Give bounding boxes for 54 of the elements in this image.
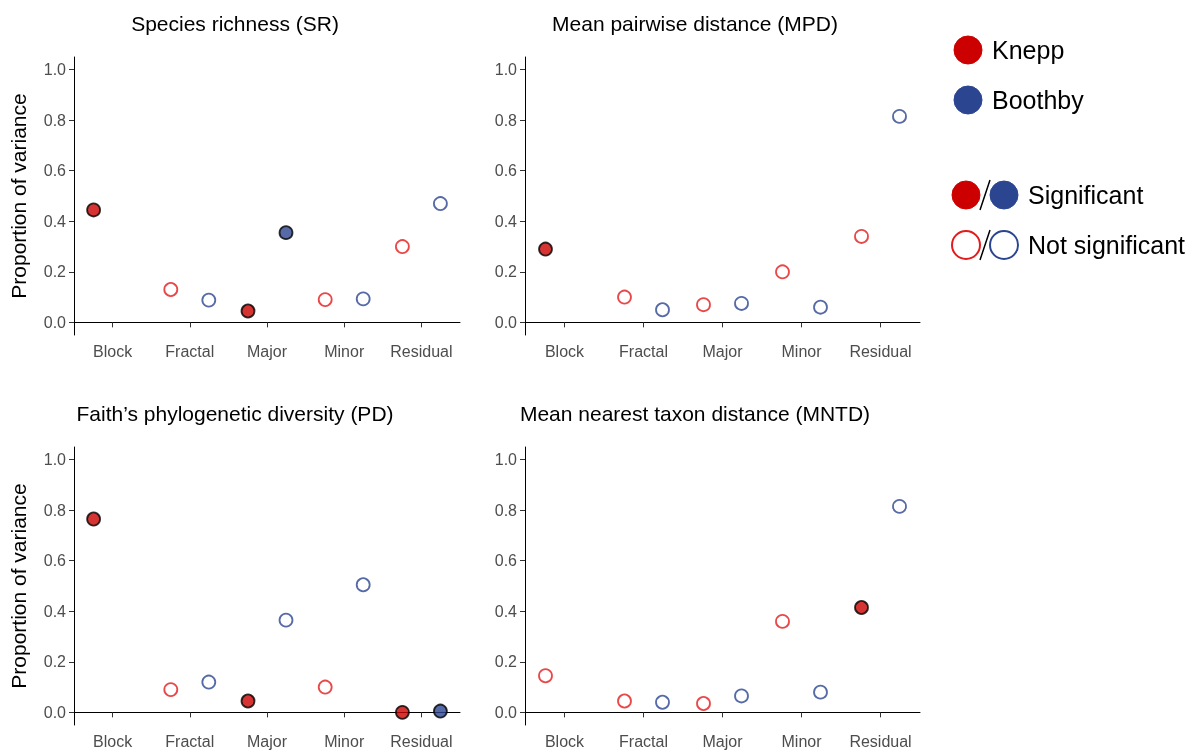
x-tick-label: Block xyxy=(544,732,586,750)
y-tick-label: 0.0 xyxy=(494,703,518,721)
x-tick-label: Residual xyxy=(390,732,453,750)
x-tick-label: Minor xyxy=(324,342,365,360)
y-tick-label: 1.0 xyxy=(43,61,67,79)
x-tick-label: Fractal xyxy=(165,342,215,360)
x-tick-label: Fractal xyxy=(619,732,668,750)
y-tick-label: 0.2 xyxy=(43,263,67,281)
legend-label: Knepp xyxy=(992,35,1065,65)
x-tick-label: Residual xyxy=(849,342,912,360)
y-tick-label: 1.0 xyxy=(494,451,518,469)
x-tick-label: Major xyxy=(702,732,744,750)
y-tick-label: 0.4 xyxy=(43,602,67,620)
y-tick-label: 0.6 xyxy=(494,162,518,180)
y-axis-title: Proportion of variance xyxy=(7,93,30,299)
x-tick-label: Major xyxy=(702,342,744,360)
x-tick-label: Residual xyxy=(390,342,453,360)
chart-title: Mean pairwise distance (MPD) xyxy=(552,12,838,35)
y-tick-label: 0.8 xyxy=(43,501,67,519)
chart-title: Faith’s phylogenetic diversity (PD) xyxy=(76,402,394,425)
x-tick-label: Fractal xyxy=(619,342,668,360)
chart-title: Mean nearest taxon distance (MNTD) xyxy=(519,402,871,425)
y-tick-label: 0.6 xyxy=(43,162,67,180)
text: Not significant xyxy=(1028,230,1186,260)
y-tick-label: 1.0 xyxy=(494,61,518,79)
legend-label: Boothby xyxy=(992,85,1084,115)
y-tick-label: 0.2 xyxy=(43,653,67,671)
y-axis-title: Proportion of variance xyxy=(7,483,30,689)
x-tick-label: Fractal xyxy=(165,732,215,750)
y-tick-label: 0.0 xyxy=(494,313,518,331)
x-tick-label: Block xyxy=(93,342,134,360)
y-tick-label: 0.4 xyxy=(43,212,67,230)
y-tick-label: 1.0 xyxy=(43,451,67,469)
x-tick-label: Block xyxy=(93,732,134,750)
y-tick-label: 0.8 xyxy=(494,111,518,129)
y-tick-label: 0.4 xyxy=(494,602,518,620)
y-tick-label: 0.2 xyxy=(494,263,518,281)
y-tick-label: 0.6 xyxy=(43,552,67,570)
y-tick-label: 0.8 xyxy=(494,501,518,519)
x-tick-label: Minor xyxy=(324,732,365,750)
x-tick-label: Minor xyxy=(781,342,823,360)
chart-title: Species richness (SR) xyxy=(131,12,339,35)
y-tick-label: 0.4 xyxy=(494,212,518,230)
x-tick-label: Block xyxy=(544,342,586,360)
x-tick-label: Minor xyxy=(781,732,823,750)
y-tick-label: 0.6 xyxy=(494,552,518,570)
x-tick-label: Major xyxy=(246,342,288,360)
y-tick-label: 0.2 xyxy=(494,653,518,671)
text: Significant xyxy=(1028,180,1144,210)
x-tick-label: Residual xyxy=(849,732,912,750)
y-tick-label: 0.8 xyxy=(43,111,67,129)
x-tick-label: Major xyxy=(246,732,288,750)
y-tick-label: 0.0 xyxy=(43,313,67,331)
y-tick-label: 0.0 xyxy=(43,703,67,721)
